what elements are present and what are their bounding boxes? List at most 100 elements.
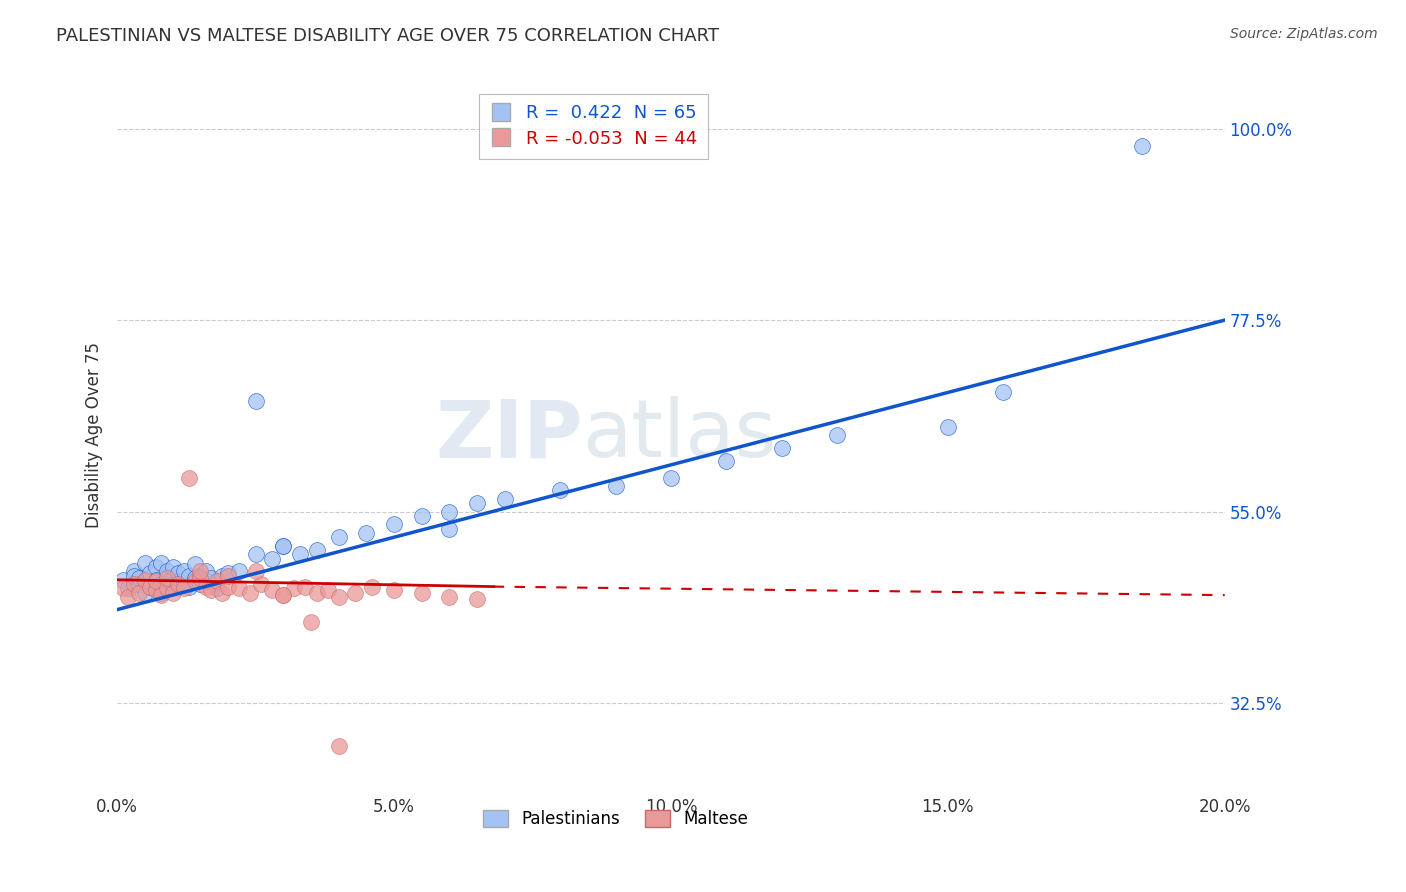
Point — [250, 577, 273, 591]
Text: atlas: atlas — [582, 396, 776, 474]
Point — [183, 558, 205, 572]
Point — [548, 483, 571, 498]
Point — [411, 508, 433, 523]
Point — [273, 539, 295, 553]
Point — [273, 588, 295, 602]
Point — [217, 566, 239, 580]
Point — [382, 582, 405, 597]
Point — [411, 585, 433, 599]
Point — [299, 615, 322, 630]
Point — [494, 491, 516, 506]
Point — [173, 577, 195, 591]
Point — [183, 574, 205, 589]
Point — [167, 577, 190, 591]
Point — [167, 566, 190, 580]
Point — [145, 560, 167, 574]
Point — [156, 564, 179, 578]
Point — [145, 573, 167, 587]
Point — [716, 453, 738, 467]
Point — [328, 739, 350, 753]
Point — [205, 582, 228, 596]
Point — [228, 564, 250, 578]
Point — [294, 580, 316, 594]
Point — [217, 580, 239, 594]
Point — [211, 568, 233, 582]
Point — [156, 582, 179, 596]
Point — [194, 580, 217, 594]
Point — [188, 577, 211, 591]
Point — [283, 582, 305, 596]
Point — [134, 573, 156, 587]
Point — [200, 582, 222, 597]
Point — [361, 580, 384, 594]
Point — [173, 573, 195, 587]
Point — [200, 571, 222, 585]
Point — [465, 591, 488, 606]
Point — [825, 428, 848, 442]
Point — [188, 568, 211, 582]
Text: ZIP: ZIP — [434, 396, 582, 474]
Point — [328, 590, 350, 604]
Point — [156, 568, 179, 582]
Point — [162, 571, 184, 585]
Point — [328, 530, 350, 544]
Point — [122, 577, 145, 591]
Point — [993, 385, 1015, 400]
Point — [245, 564, 267, 578]
Point — [228, 582, 250, 596]
Point — [183, 571, 205, 585]
Point — [139, 580, 162, 594]
Point — [273, 539, 295, 553]
Point — [305, 543, 328, 558]
Point — [117, 590, 139, 604]
Point — [659, 470, 682, 484]
Point — [194, 574, 217, 589]
Point — [439, 522, 461, 536]
Point — [117, 582, 139, 596]
Point — [262, 551, 284, 566]
Point — [162, 585, 184, 599]
Point — [145, 582, 167, 596]
Point — [150, 556, 173, 570]
Point — [167, 574, 190, 589]
Point — [156, 571, 179, 585]
Point — [188, 571, 211, 585]
Point — [382, 517, 405, 532]
Point — [128, 571, 150, 585]
Point — [122, 564, 145, 578]
Point — [139, 580, 162, 594]
Point — [245, 394, 267, 409]
Point — [262, 582, 284, 597]
Point — [211, 585, 233, 599]
Point — [162, 560, 184, 574]
Text: Source: ZipAtlas.com: Source: ZipAtlas.com — [1230, 27, 1378, 41]
Point — [156, 574, 179, 589]
Legend: Palestinians, Maltese: Palestinians, Maltese — [477, 803, 755, 834]
Point — [122, 568, 145, 582]
Point — [194, 564, 217, 578]
Point — [770, 441, 793, 455]
Point — [173, 582, 195, 596]
Point — [128, 577, 150, 591]
Point — [465, 496, 488, 510]
Point — [179, 568, 201, 582]
Point — [305, 585, 328, 599]
Point — [217, 568, 239, 582]
Point — [134, 585, 156, 599]
Point — [273, 588, 295, 602]
Point — [605, 479, 627, 493]
Point — [344, 585, 367, 599]
Point — [179, 470, 201, 484]
Point — [111, 582, 134, 596]
Point — [439, 505, 461, 519]
Point — [145, 574, 167, 589]
Point — [936, 419, 959, 434]
Point — [134, 556, 156, 570]
Point — [288, 547, 311, 561]
Point — [150, 588, 173, 602]
Point — [134, 574, 156, 589]
Point — [179, 580, 201, 594]
Point — [439, 590, 461, 604]
Point — [139, 566, 162, 580]
Point — [128, 585, 150, 599]
